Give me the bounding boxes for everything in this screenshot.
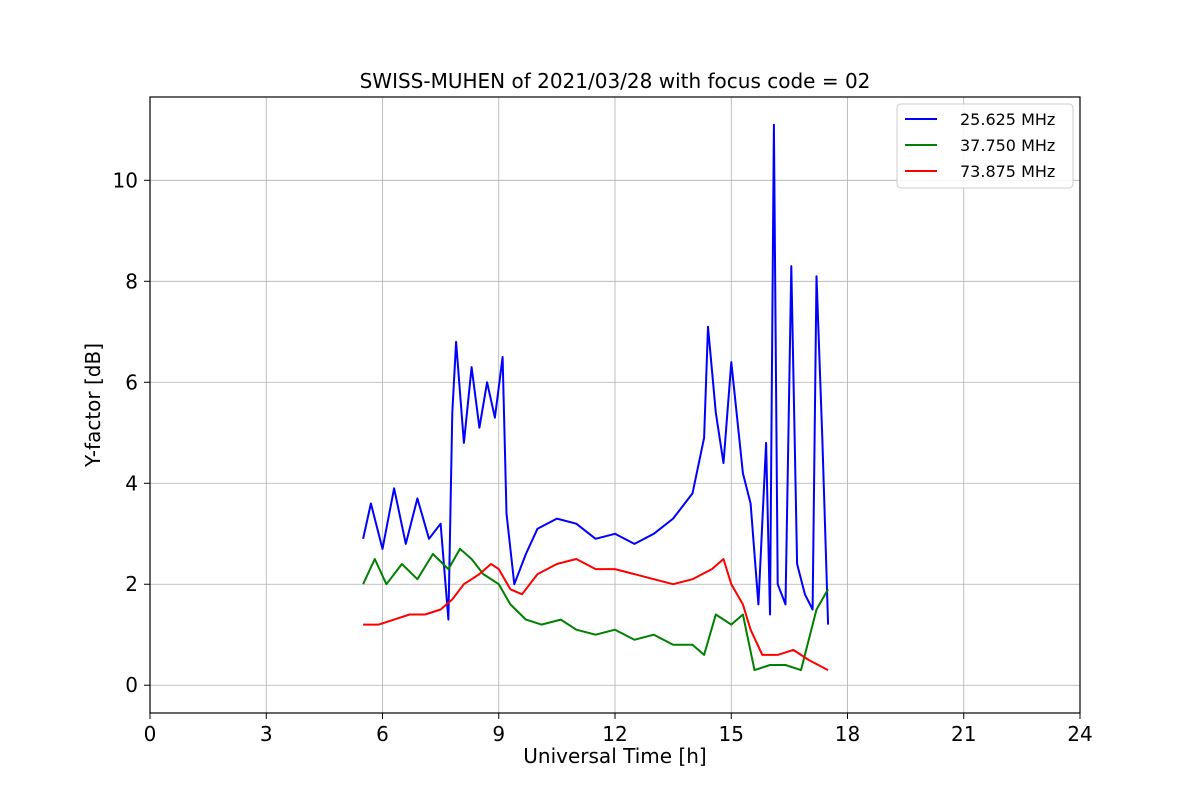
x-tick-label: 15 (719, 722, 744, 746)
series-line-1 (362, 547, 829, 672)
chart-title: SWISS-MUHEN of 2021/03/28 with focus cod… (360, 69, 871, 93)
series-line-2 (363, 558, 829, 671)
x-tick-label: 21 (951, 722, 976, 746)
x-tick-label: 6 (376, 722, 389, 746)
y-tick-label: 10 (113, 168, 138, 192)
legend-label-25625: 25.625 MHz (960, 110, 1055, 129)
y-tick-label: 8 (125, 269, 138, 293)
x-tick-label: 9 (492, 722, 505, 746)
y-tick-label: 2 (125, 572, 138, 596)
x-tick-label: 12 (602, 722, 627, 746)
series-line-0 (362, 123, 830, 625)
x-axis-label: Universal Time [h] (523, 744, 706, 768)
x-tick-label: 24 (1067, 722, 1092, 746)
series-group (362, 123, 830, 672)
legend-box (896, 103, 1074, 189)
y-tick-label: 4 (125, 471, 138, 495)
legend-label-37750: 37.750 MHz (960, 136, 1055, 155)
y-tick-label: 0 (125, 673, 138, 697)
x-tick-label: 3 (260, 722, 273, 746)
y-tick-label: 6 (125, 370, 138, 394)
x-tick-label: 18 (835, 722, 860, 746)
legend-label-73875: 73.875 MHz (960, 162, 1055, 181)
x-tick-label: 0 (144, 722, 157, 746)
legend: 25.625 MHz 37.750 MHz 73.875 MHz (896, 103, 1074, 189)
y-axis-label: Y-factor [dB] (81, 343, 105, 468)
